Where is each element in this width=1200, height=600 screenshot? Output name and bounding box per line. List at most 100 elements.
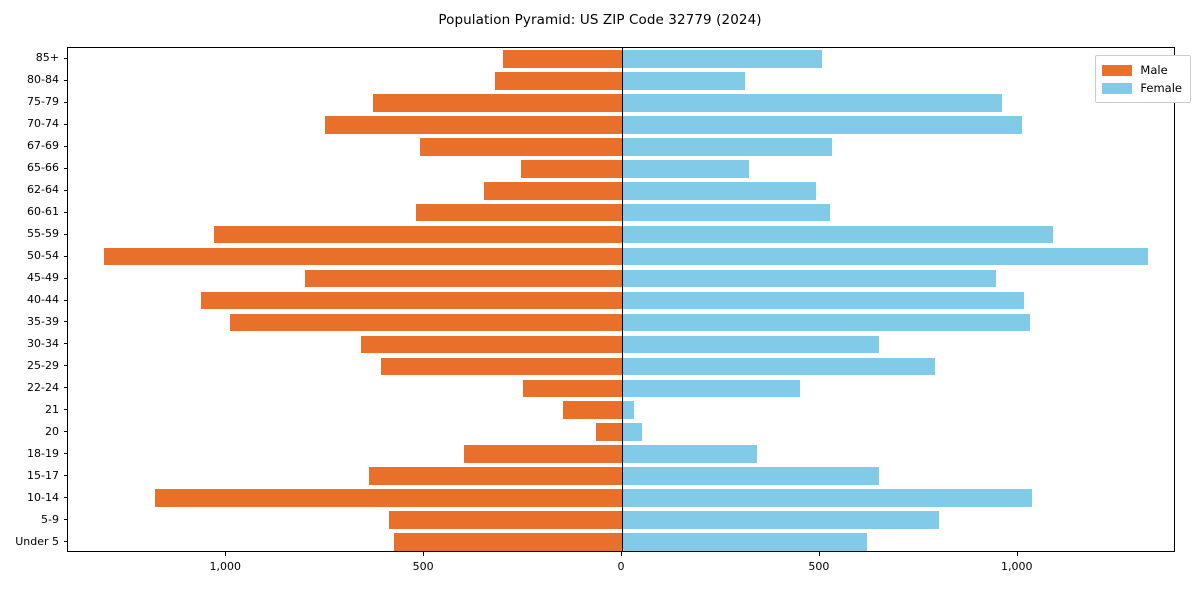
bar-male (103, 247, 622, 266)
y-axis-tick-mark (63, 365, 67, 367)
y-axis-tick-mark (63, 79, 67, 81)
bar-male (200, 291, 622, 310)
bar-male (483, 181, 622, 200)
pyramid-row (68, 180, 1174, 202)
bar-male (155, 489, 622, 507)
bar-female (622, 511, 939, 529)
y-axis-tick-label: 20 (45, 424, 59, 438)
bar-male (325, 116, 622, 134)
x-axis-tick-label: 500 (412, 560, 434, 573)
legend-item: Male (1102, 61, 1182, 79)
bar-male (562, 401, 622, 420)
y-axis-tick-label: 55-59 (27, 227, 59, 241)
y-axis-tick-label: 80-84 (27, 73, 59, 87)
pyramid-row (68, 465, 1174, 487)
bar-female (622, 159, 749, 178)
legend-label: Male (1140, 63, 1168, 77)
x-axis-tick-label: 0 (617, 560, 625, 573)
bar-female (622, 357, 935, 376)
y-axis-tick-label: 40-44 (27, 293, 59, 306)
y-axis-tick-mark (63, 321, 67, 323)
plot-area (67, 47, 1175, 552)
chart-title: Population Pyramid: US ZIP Code 32779 (2… (438, 12, 762, 28)
bar-female (622, 203, 830, 222)
y-axis-tick-label: 85+ (35, 51, 59, 65)
bar-female (622, 313, 1030, 332)
y-axis-tick-label: 70-74 (27, 117, 59, 131)
y-axis-tick-label: 21 (45, 402, 59, 416)
bar-male (463, 445, 622, 463)
bar-female (622, 137, 832, 156)
bar-female (622, 533, 868, 551)
bar-male (360, 335, 622, 354)
pyramid-row (68, 158, 1174, 180)
y-axis-tick-mark (63, 541, 67, 543)
x-axis-tick-mark (423, 552, 425, 556)
pyramid-row (68, 224, 1174, 246)
y-axis-tick-mark (63, 387, 67, 389)
y-axis-tick-label: 22-24 (27, 380, 59, 394)
bar-male (380, 357, 622, 376)
y-axis-tick-mark (63, 211, 67, 213)
bar-female (622, 445, 757, 463)
pyramid-row (68, 377, 1174, 399)
y-axis-tick-label: 67-69 (27, 139, 59, 153)
zero-axis-line (622, 48, 623, 551)
bar-male (368, 467, 622, 485)
x-axis-tick-label: 1,000 (1000, 560, 1033, 573)
bar-male (420, 137, 622, 156)
pyramid-row (68, 268, 1174, 290)
y-axis-tick-label: 30-34 (27, 336, 59, 350)
bar-female (622, 489, 1032, 507)
pyramid-row (68, 92, 1174, 114)
bar-male (230, 313, 622, 332)
pyramid-row (68, 531, 1174, 553)
bar-male (495, 72, 622, 90)
bars-container (68, 48, 1174, 551)
bar-female (622, 72, 745, 90)
y-axis-tick-mark (63, 167, 67, 169)
pyramid-row (68, 421, 1174, 443)
x-axis-tick-mark (225, 552, 227, 556)
pyramid-row (68, 311, 1174, 333)
bar-male (523, 379, 622, 398)
pyramid-row (68, 70, 1174, 92)
pyramid-row (68, 355, 1174, 377)
x-axis-tick-mark (621, 552, 622, 556)
pyramid-row (68, 202, 1174, 224)
bar-male (305, 269, 622, 288)
pyramid-row (68, 333, 1174, 355)
pyramid-row (68, 246, 1174, 268)
y-axis-tick-mark (63, 101, 67, 103)
bar-female (622, 467, 880, 485)
bar-male (416, 203, 622, 222)
pyramid-row (68, 290, 1174, 312)
pyramid-row (68, 487, 1174, 509)
bar-female (622, 94, 1002, 112)
y-axis-tick-mark (63, 475, 67, 477)
y-axis-tick-mark (63, 453, 67, 455)
legend-swatch (1102, 82, 1133, 94)
bar-female (622, 335, 880, 354)
bar-male (503, 50, 622, 68)
bar-male (521, 159, 622, 178)
bar-male (214, 225, 622, 244)
pyramid-row (68, 509, 1174, 531)
pyramid-row (68, 48, 1174, 70)
y-axis-tick-mark (63, 277, 67, 279)
y-axis-tick-mark (63, 431, 67, 433)
bar-female (622, 401, 634, 420)
bar-female (622, 50, 822, 68)
y-axis-tick-label: 75-79 (27, 95, 59, 109)
y-axis-tick-label: 62-64 (27, 183, 59, 197)
bar-female (622, 379, 801, 398)
y-axis-tick-mark (63, 255, 67, 257)
bar-female (622, 116, 1022, 134)
y-axis-tick-mark (63, 299, 67, 301)
pyramid-row (68, 399, 1174, 421)
y-axis-tick-label: Under 5 (15, 534, 59, 548)
bar-female (622, 423, 642, 442)
legend-label: Female (1140, 81, 1182, 95)
bar-male (394, 533, 622, 551)
bar-female (622, 247, 1149, 266)
